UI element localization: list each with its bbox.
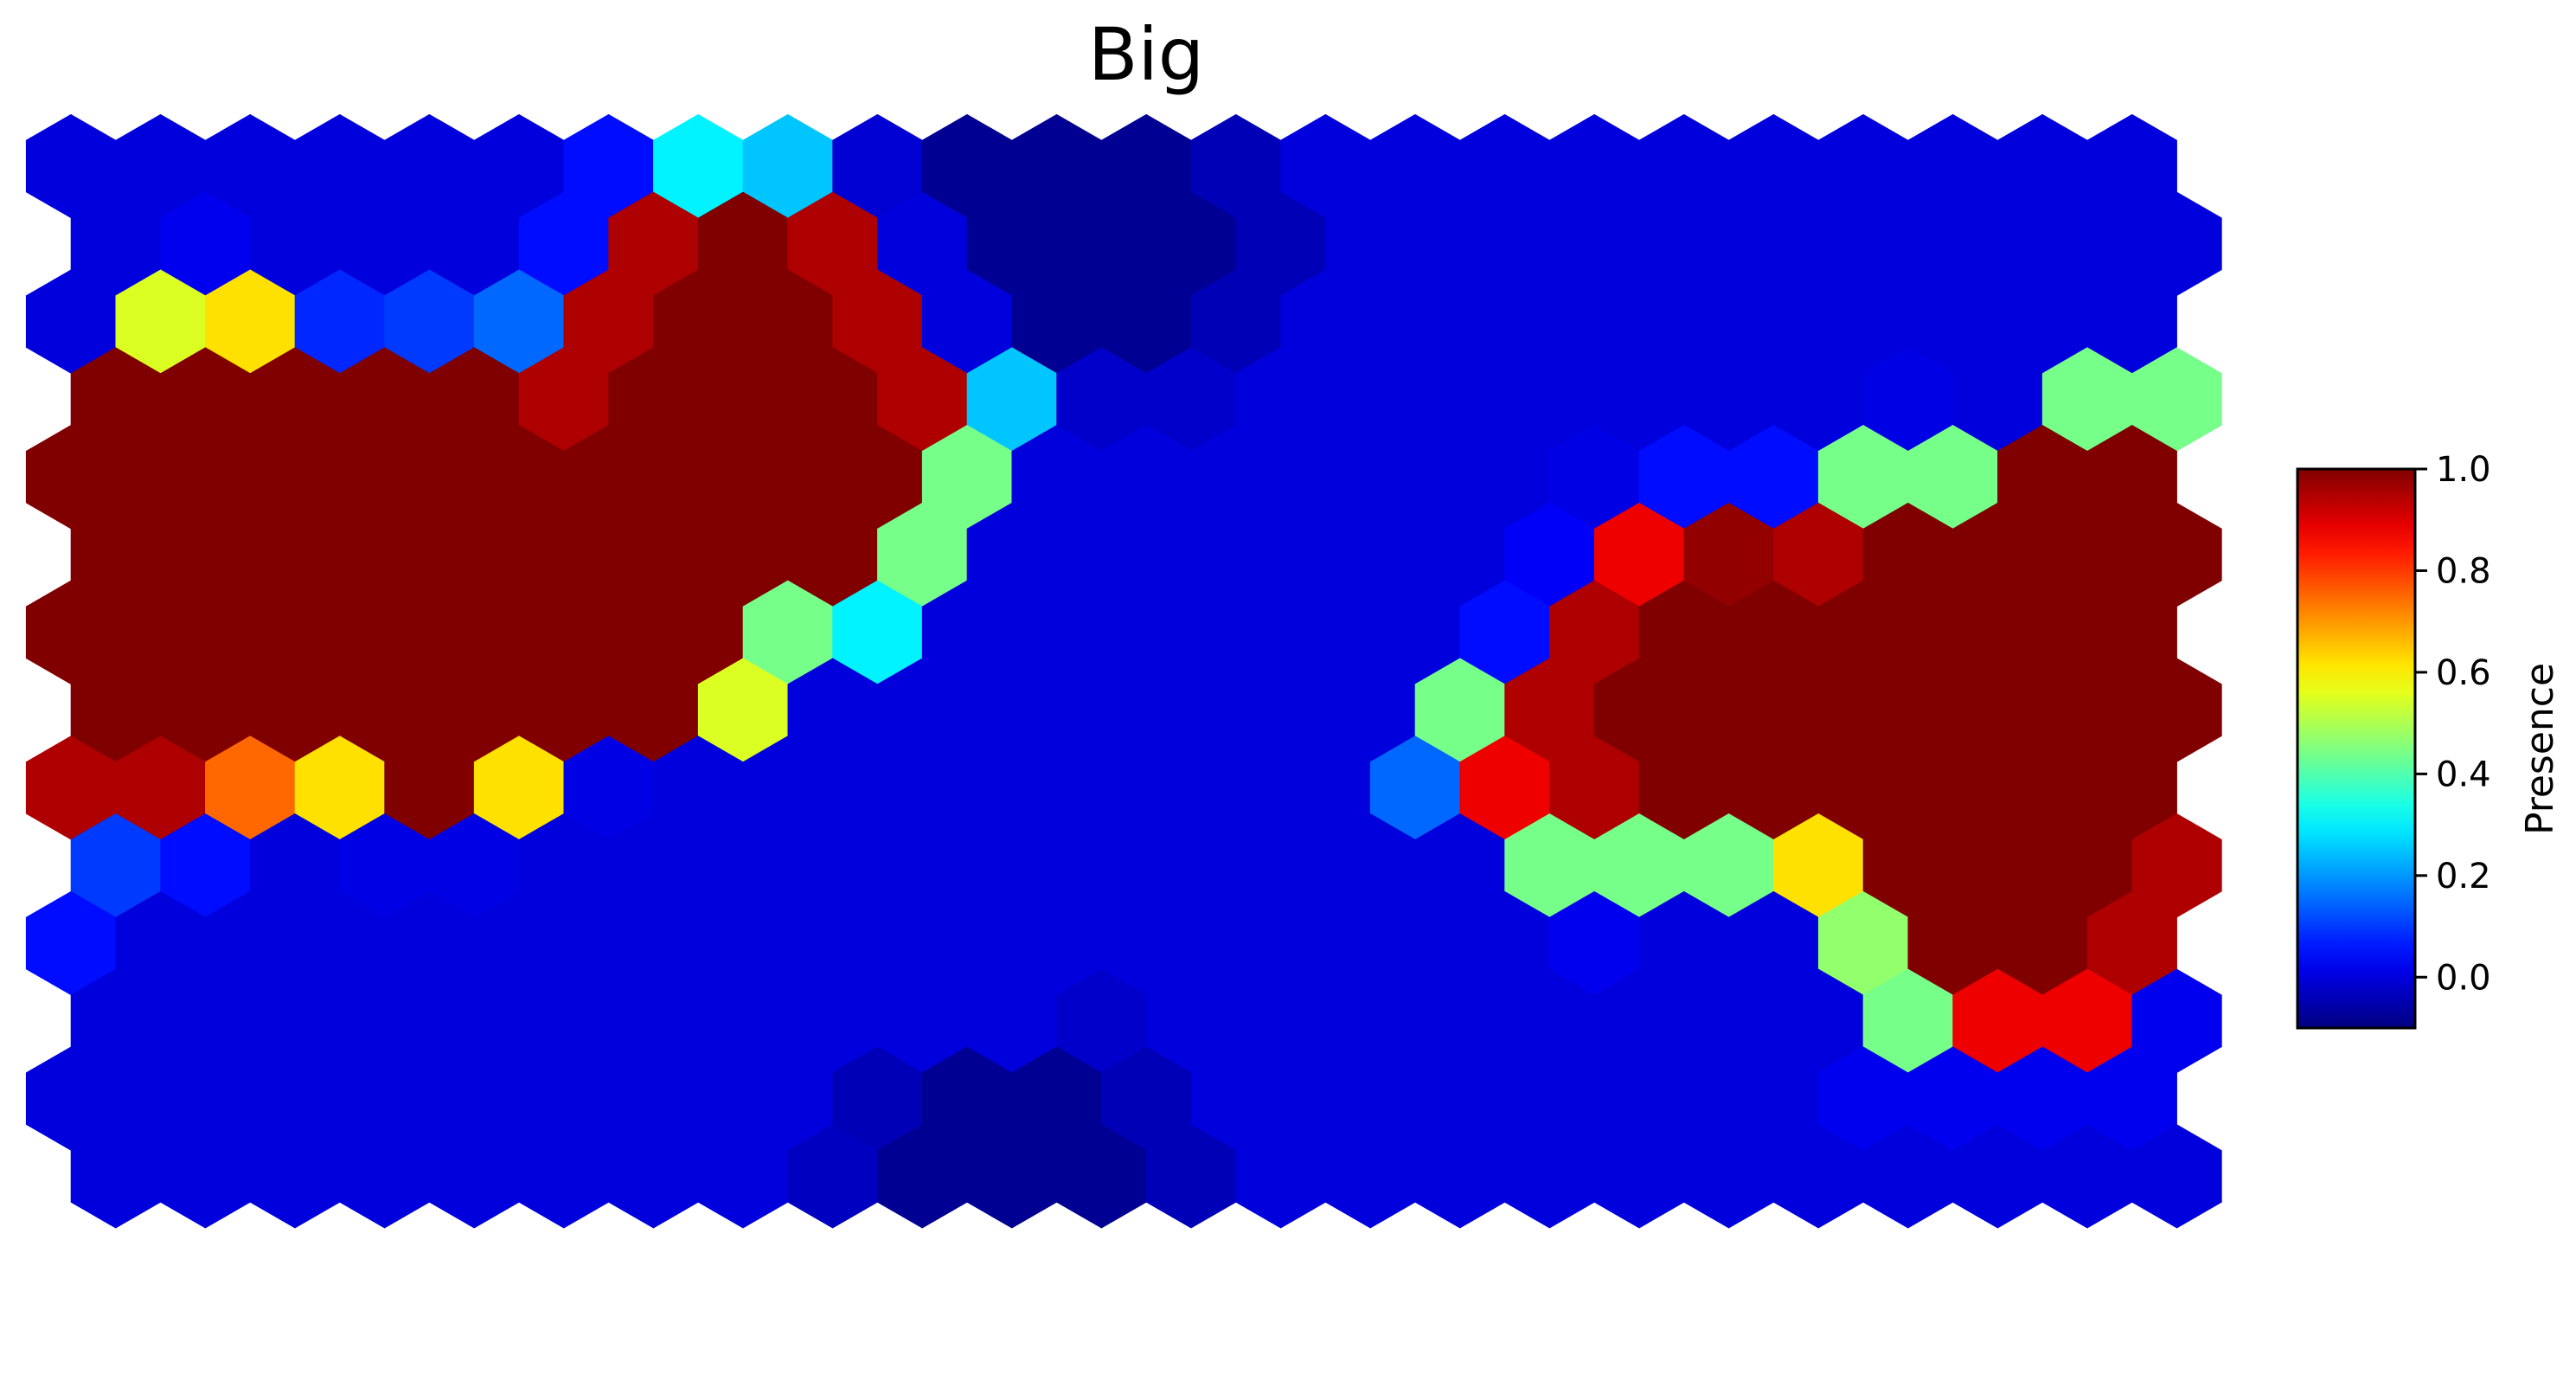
colorbar-tick-label: 0.2 xyxy=(2436,857,2491,896)
colorbar-tick-label: 0.4 xyxy=(2436,755,2491,794)
colorbar-gradient xyxy=(2296,467,2417,1030)
hex-cells xyxy=(25,113,2222,1229)
hex-cell xyxy=(2131,1124,2222,1229)
chart-title: Big xyxy=(1087,12,1205,97)
colorbar-tick-label: 0.0 xyxy=(2436,958,2491,998)
colorbar: 1.0 0.8 0.6 0.4 0.2 0.0 xyxy=(2296,450,2491,1030)
colorbar-tick-label: 1.0 xyxy=(2436,450,2491,490)
colorbar-tick-label: 0.6 xyxy=(2436,653,2491,693)
colorbar-tick-label: 0.8 xyxy=(2436,551,2491,591)
colorbar-label: Presence xyxy=(2517,662,2562,835)
